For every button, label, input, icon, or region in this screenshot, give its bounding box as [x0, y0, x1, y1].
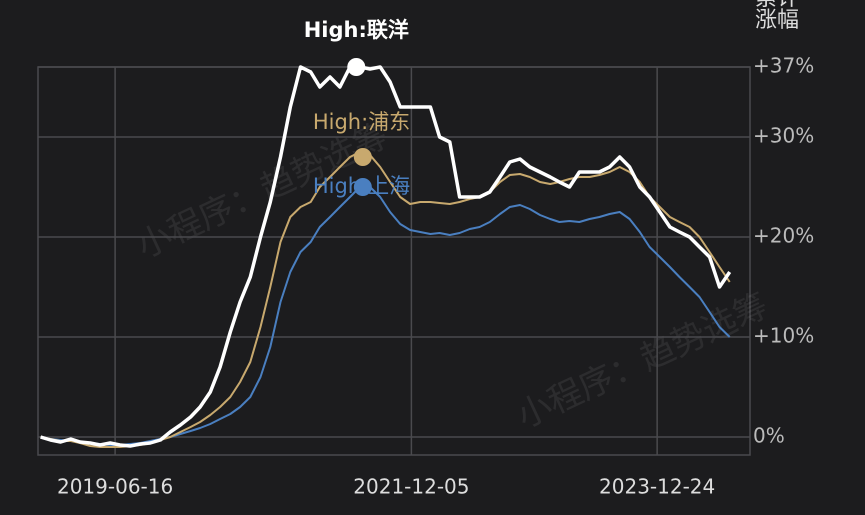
peak-marker [353, 148, 372, 166]
line-series [40, 65, 732, 448]
y-axis-label-box: 累计涨幅 [755, 0, 800, 33]
y-tick-label: 0% [753, 424, 785, 448]
annotation: High:上海 [313, 174, 410, 198]
y-axis-label: 累计涨幅 [755, 0, 800, 33]
y-tick-label: +20% [753, 224, 814, 248]
y-tick-label: +10% [753, 324, 814, 348]
annotation: High:浦东 [313, 110, 410, 134]
annotation: High:联洋 [304, 18, 409, 42]
x-tick-label: 2023-12-24 [599, 475, 715, 499]
y-tick-label: +30% [753, 124, 814, 148]
peak-marker [347, 58, 366, 76]
x-tick-label: 2021-12-05 [353, 475, 469, 499]
x-tick-label: 2019-06-16 [57, 475, 173, 499]
y-tick-label: +37% [753, 54, 814, 78]
peak-marker [353, 178, 372, 196]
